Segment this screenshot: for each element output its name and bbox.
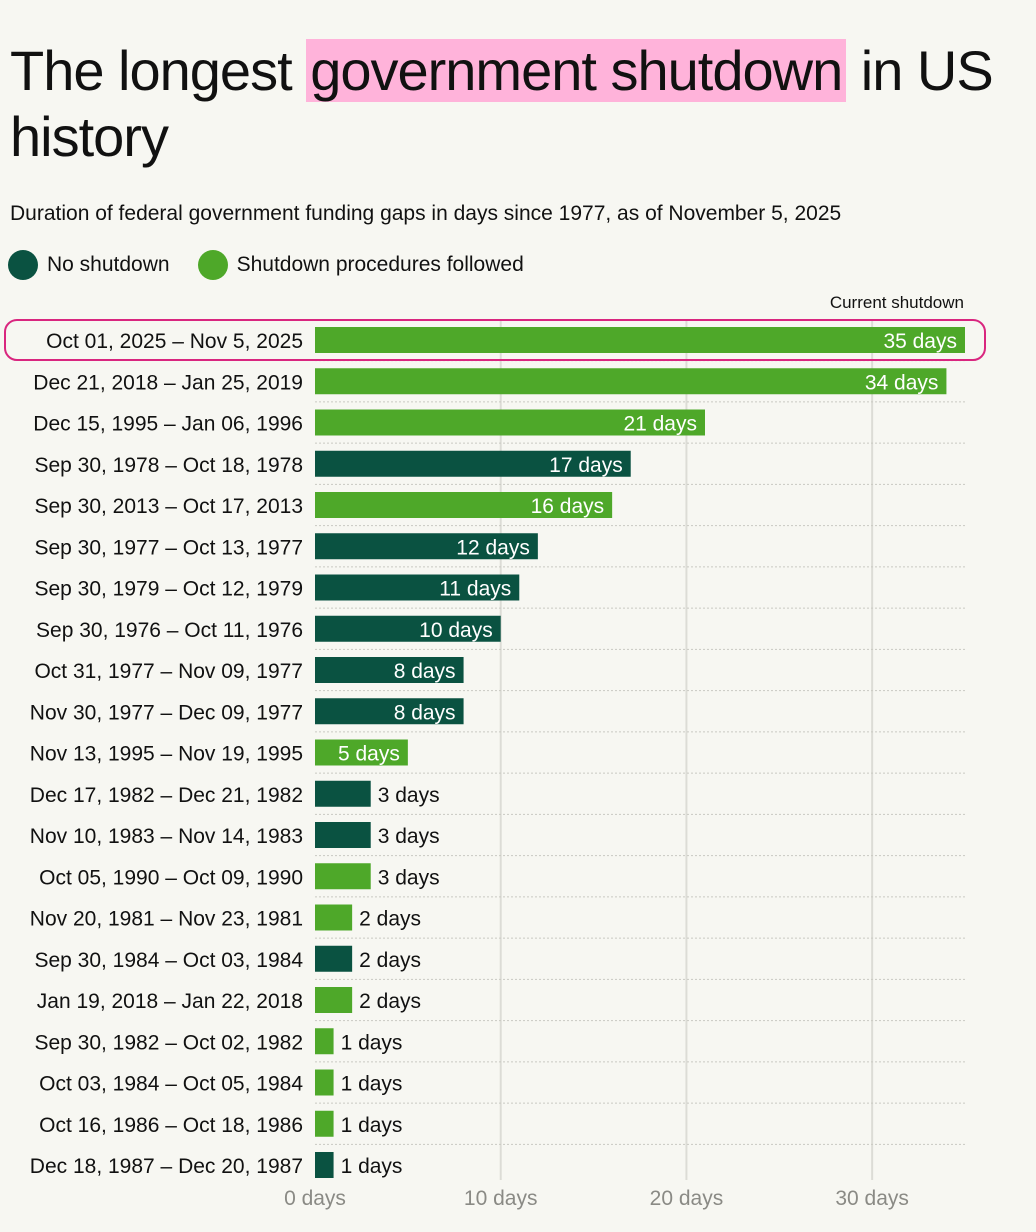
bar xyxy=(315,822,371,848)
bar xyxy=(315,1152,334,1178)
category-label: Oct 05, 1990 – Oct 09, 1990 xyxy=(39,866,303,889)
title-start: The longest xyxy=(10,39,307,102)
data-label: 3 days xyxy=(378,825,440,848)
legend: No shutdown Shutdown procedures followed xyxy=(8,250,552,280)
category-label: Sep 30, 1976 – Oct 11, 1976 xyxy=(36,619,303,642)
data-label: 5 days xyxy=(338,743,400,766)
bar xyxy=(315,574,520,601)
category-label: Oct 01, 2025 – Nov 5, 2025 xyxy=(46,330,303,353)
bar xyxy=(315,327,965,353)
bar xyxy=(315,533,538,560)
bar xyxy=(315,698,464,725)
data-label: 34 days xyxy=(865,371,939,394)
title-highlight: government shutdown xyxy=(306,39,847,102)
data-label: 21 days xyxy=(623,413,697,436)
category-label: Nov 30, 1977 – Dec 09, 1977 xyxy=(30,701,303,724)
category-label: Nov 20, 1981 – Nov 23, 1981 xyxy=(30,908,303,931)
category-label: Dec 18, 1987 – Dec 20, 1987 xyxy=(30,1155,303,1178)
bar xyxy=(315,1028,334,1055)
category-label: Nov 13, 1995 – Nov 19, 1995 xyxy=(30,743,303,766)
legend-item-no-shutdown: No shutdown xyxy=(8,250,170,280)
category-label: Sep 30, 1978 – Oct 18, 1978 xyxy=(34,454,303,477)
chart-subtitle: Duration of federal government funding g… xyxy=(10,202,842,225)
category-label: Sep 30, 1977 – Oct 13, 1977 xyxy=(34,536,303,559)
bar xyxy=(315,615,501,642)
legend-swatch-shutdown-procedures xyxy=(197,250,228,280)
data-label: 11 days xyxy=(439,578,511,601)
bar xyxy=(315,492,613,518)
category-label: Sep 30, 1982 – Oct 02, 1982 xyxy=(34,1031,303,1054)
data-label: 2 days xyxy=(359,990,421,1013)
legend-item-shutdown-procedures: Shutdown procedures followed xyxy=(197,250,524,280)
x-tick-label: 30 days xyxy=(835,1187,909,1210)
category-label: Sep 30, 2013 – Oct 17, 2013 xyxy=(34,495,303,518)
data-label: 3 days xyxy=(378,784,440,807)
bar xyxy=(315,945,353,972)
category-label: Dec 17, 1982 – Dec 21, 1982 xyxy=(30,784,303,807)
data-label: 10 days xyxy=(419,619,493,642)
data-label: 1 days xyxy=(341,1031,403,1054)
bar xyxy=(315,863,371,890)
bar xyxy=(315,409,705,436)
data-label: 1 days xyxy=(341,1155,403,1178)
bar xyxy=(315,780,371,807)
category-label: Sep 30, 1984 – Oct 03, 1984 xyxy=(34,949,303,972)
legend-swatch-no-shutdown xyxy=(8,250,38,280)
data-label: 8 days xyxy=(394,701,456,724)
category-label: Oct 03, 1984 – Oct 05, 1984 xyxy=(39,1073,303,1096)
category-label: Nov 10, 1983 – Nov 14, 1983 xyxy=(30,825,303,848)
data-label: 17 days xyxy=(549,454,623,477)
data-label: 35 days xyxy=(883,330,957,353)
x-tick-label: 0 days xyxy=(284,1187,346,1210)
category-label: Oct 31, 1977 – Nov 09, 1977 xyxy=(34,660,303,683)
category-label: Dec 15, 1995 – Jan 06, 1996 xyxy=(33,413,303,436)
bar xyxy=(315,1069,334,1096)
data-label: 16 days xyxy=(531,495,605,518)
bar xyxy=(315,368,947,395)
bar xyxy=(315,904,353,931)
chart-title: The longest government shutdown in US hi… xyxy=(10,38,1020,170)
x-tick-label: 20 days xyxy=(650,1187,724,1210)
category-label: Sep 30, 1979 – Oct 12, 1979 xyxy=(34,578,303,601)
category-label: Oct 16, 1986 – Oct 18, 1986 xyxy=(39,1114,303,1137)
legend-label-shutdown-procedures: Shutdown procedures followed xyxy=(236,253,524,276)
bar xyxy=(315,657,464,683)
bar xyxy=(315,1110,334,1137)
x-tick-label: 10 days xyxy=(464,1187,538,1210)
data-label: 8 days xyxy=(394,660,456,683)
data-label: 3 days xyxy=(378,866,440,889)
legend-label-no-shutdown: No shutdown xyxy=(47,253,170,276)
bar xyxy=(315,739,408,766)
bar xyxy=(315,987,353,1013)
current-shutdown-annotation: Current shutdown xyxy=(830,293,964,312)
category-label: Dec 21, 2018 – Jan 25, 2019 xyxy=(33,371,303,394)
category-label: Jan 19, 2018 – Jan 22, 2018 xyxy=(37,990,303,1013)
current-shutdown-highlight xyxy=(4,319,986,361)
data-label: 2 days xyxy=(359,949,421,972)
data-label: 2 days xyxy=(359,908,421,931)
data-label: 12 days xyxy=(456,536,530,559)
title-end: in US history xyxy=(10,39,994,168)
data-label: 1 days xyxy=(341,1073,403,1096)
bar xyxy=(315,450,631,477)
data-label: 1 days xyxy=(341,1114,403,1137)
